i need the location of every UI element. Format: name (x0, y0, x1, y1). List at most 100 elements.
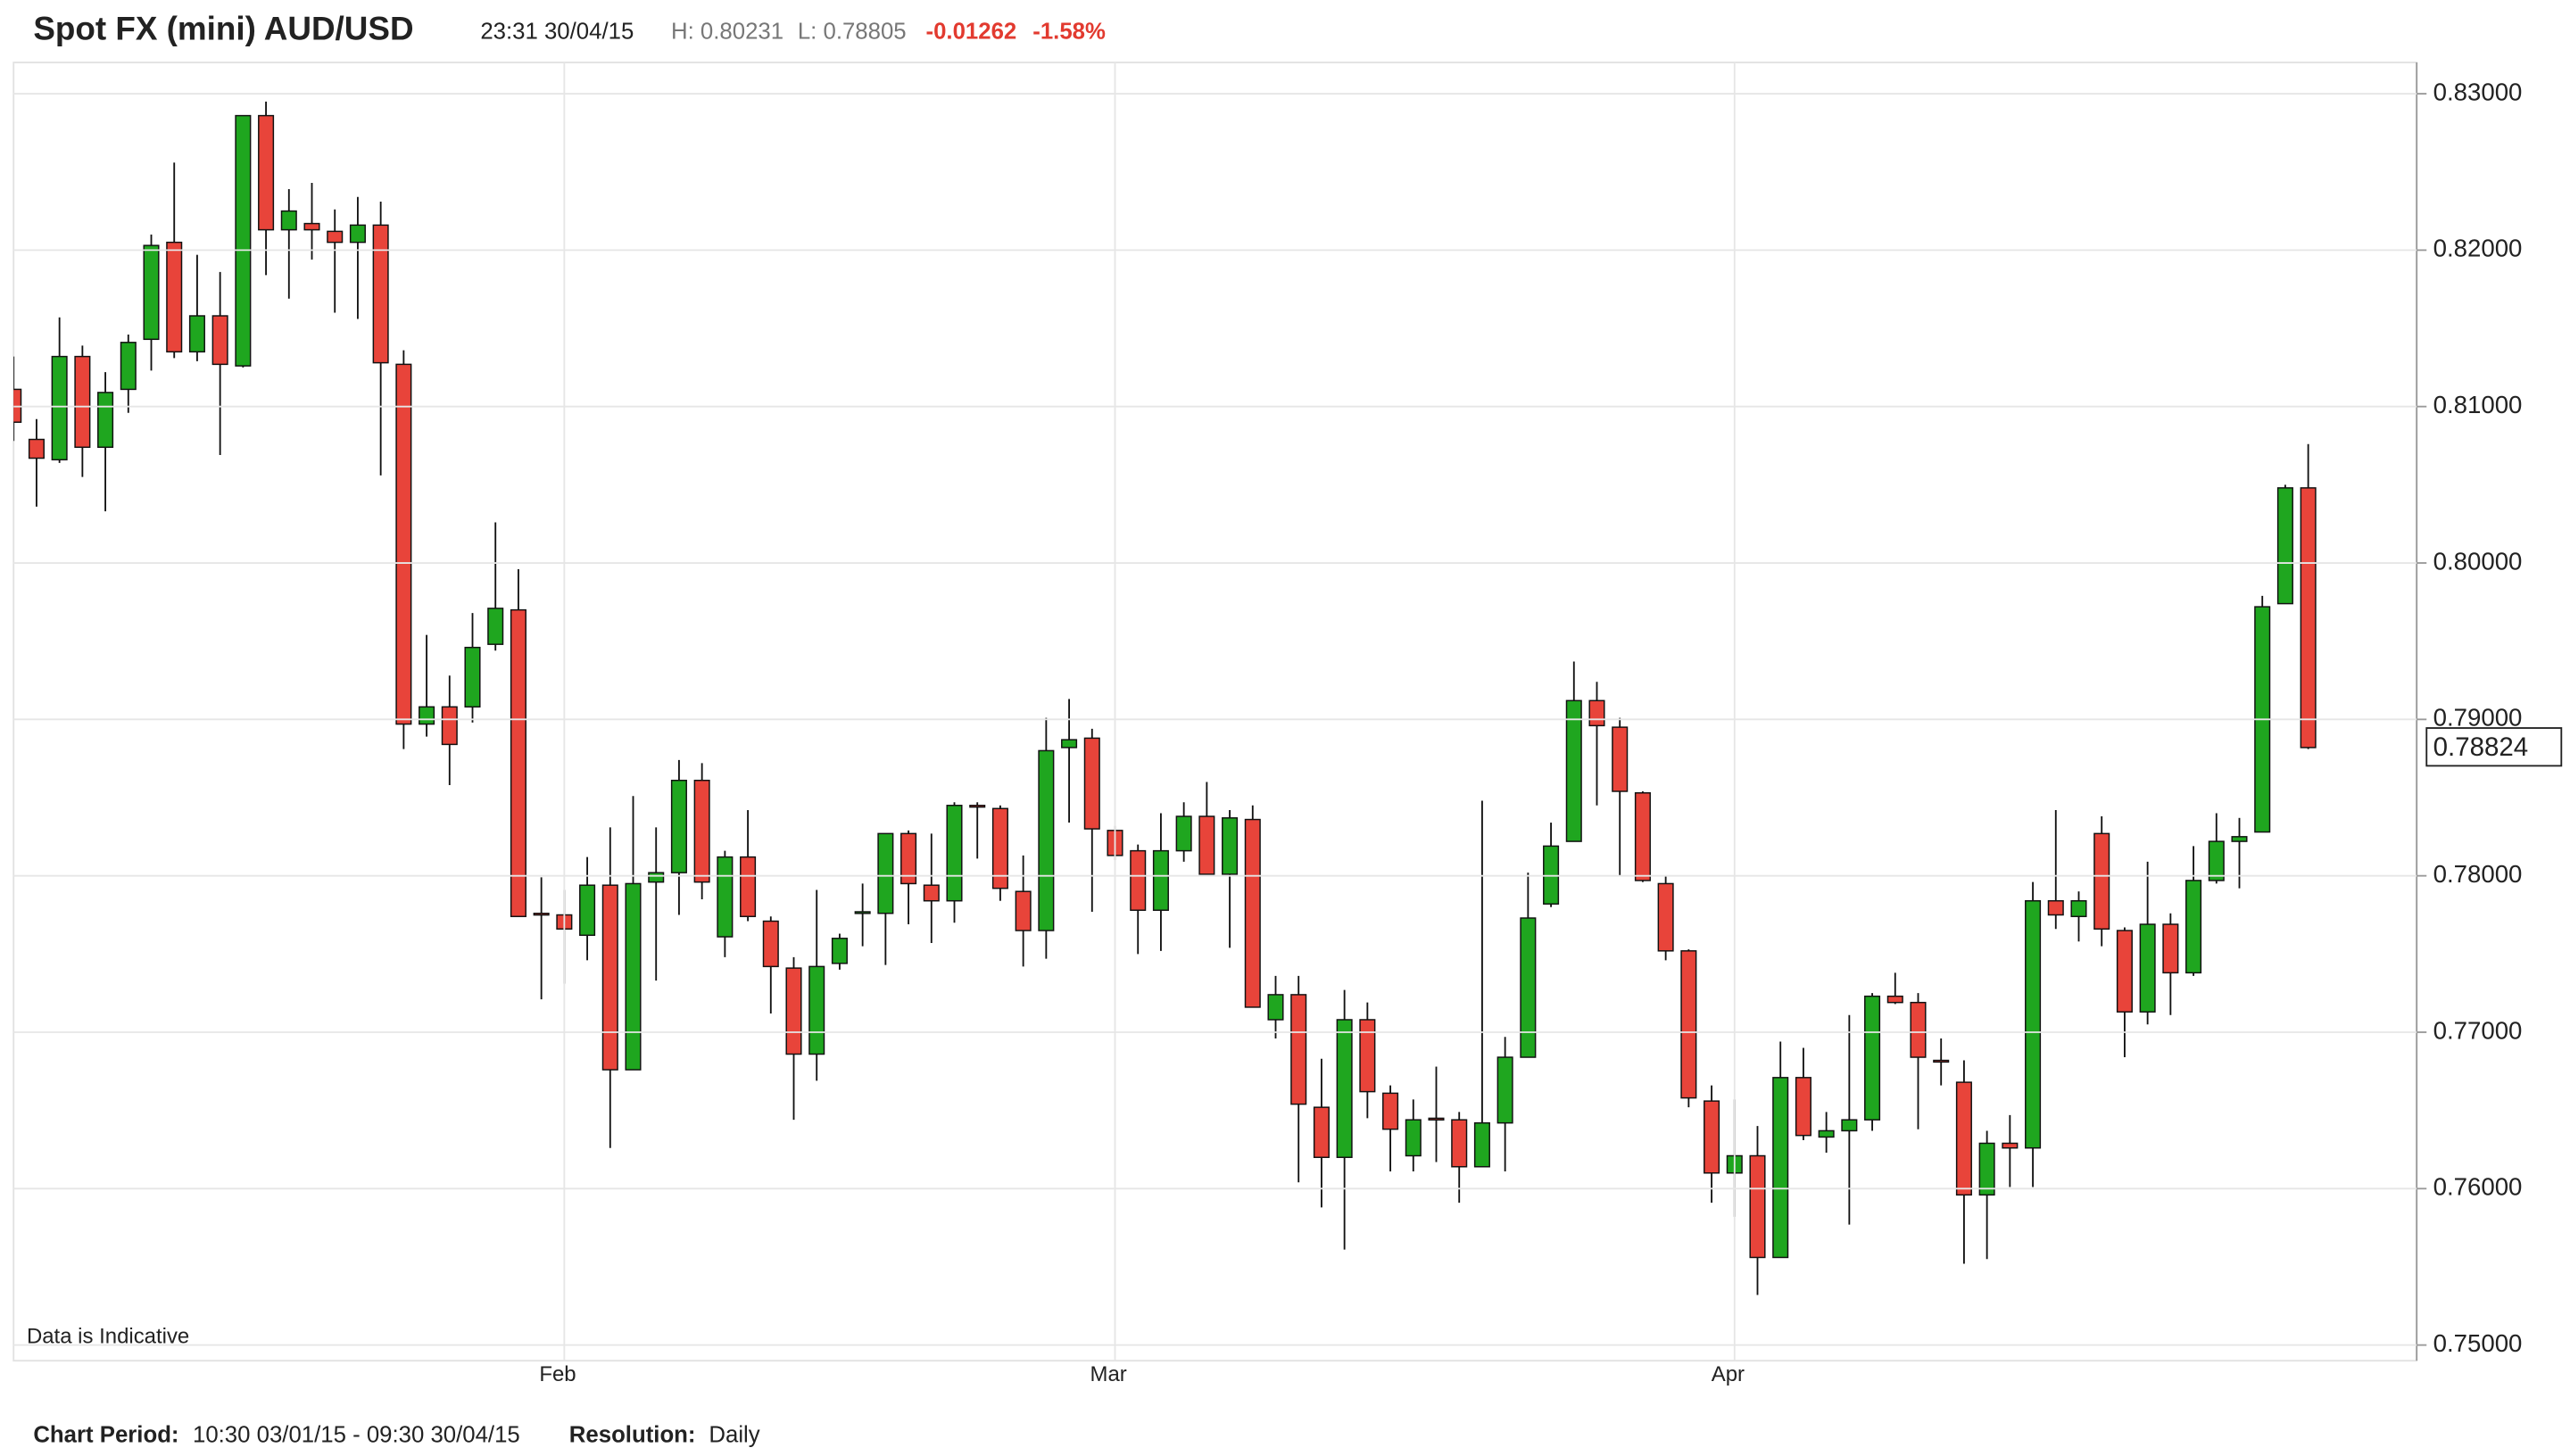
candle-body (2162, 923, 2179, 974)
candle-body (1657, 882, 1674, 952)
candle-body (648, 872, 665, 883)
candle-body (1382, 1092, 1399, 1130)
candle-body (327, 230, 344, 244)
candle-body (2070, 899, 2087, 917)
candle-body (2276, 487, 2293, 605)
candle-body (1772, 1077, 1789, 1259)
candle-body (1565, 699, 1582, 842)
candle-body (464, 646, 481, 708)
x-tick-label: Apr (1712, 1362, 1745, 1386)
candle-body (1933, 1059, 1950, 1063)
candle-body (717, 856, 734, 938)
candle-body (601, 884, 618, 1071)
candle-body (1152, 849, 1169, 911)
candle-body (1267, 994, 1284, 1021)
y-tick-label: 0.83000 (2433, 78, 2523, 105)
candle-body (877, 832, 894, 914)
candle-body (1818, 1129, 1835, 1138)
candle-body (1313, 1106, 1330, 1158)
candle-body (1473, 1121, 1490, 1168)
candle-body (2185, 880, 2202, 974)
candle-body (1405, 1119, 1422, 1157)
candle-body (1015, 890, 1032, 931)
candle-body (280, 210, 297, 231)
candle-body (1520, 917, 1537, 1058)
y-tick-label: 0.78000 (2433, 860, 2523, 888)
candle-body (579, 884, 596, 937)
header-low: L: 0.78805 (798, 20, 907, 45)
footer-period: 10:30 03/01/15 - 09:30 30/04/15 (193, 1423, 520, 1448)
y-tick-label: 0.79000 (2433, 704, 2523, 732)
candle-body (1451, 1119, 1468, 1168)
candle-body (1588, 699, 1605, 727)
candle-body (1428, 1117, 1445, 1121)
header-high: H: 0.80231 (671, 20, 783, 45)
candle-body (923, 884, 940, 902)
candle-body (303, 222, 320, 231)
candle-body (1955, 1081, 1972, 1196)
candle-body (2047, 899, 2064, 916)
x-tick-label: Mar (1090, 1362, 1127, 1386)
candle-body (1864, 995, 1881, 1121)
candle-body (625, 882, 642, 1071)
footer-period-label: Chart Period: (33, 1423, 178, 1448)
candle-body (1198, 815, 1215, 875)
candle-body (808, 965, 825, 1055)
candle-body (1749, 1154, 1766, 1259)
header-change: -0.01262 (926, 20, 1017, 45)
candle-body (762, 920, 779, 968)
candle-body (1336, 1019, 1353, 1158)
candle-body (693, 779, 710, 883)
candle-body (235, 114, 252, 367)
candle-body (1795, 1077, 1811, 1137)
candle-body (1130, 849, 1147, 911)
candle-body (533, 913, 550, 916)
candle-body (120, 342, 137, 391)
candle-body (1061, 739, 1078, 749)
candle-body (1978, 1142, 1995, 1196)
candle-body (51, 355, 68, 461)
candle-body (1612, 726, 1629, 792)
y-tick-label: 0.81000 (2433, 391, 2523, 418)
candle-body (487, 608, 504, 645)
candle-body (1290, 994, 1307, 1105)
candle-body (97, 392, 114, 449)
candle-body (349, 224, 366, 244)
header-change-pct: -1.58% (1032, 20, 1106, 45)
candle-body (2002, 1142, 2019, 1149)
candle-body (1910, 1001, 1927, 1058)
candle-body (969, 805, 986, 808)
y-tick-label: 0.75000 (2433, 1329, 2523, 1357)
last-price-label: 0.78824 (2433, 732, 2529, 762)
candle-body (2025, 899, 2042, 1149)
candle-body (670, 779, 687, 873)
candle-body (1496, 1056, 1513, 1124)
candle-body (441, 706, 458, 746)
candle-body (1634, 792, 1651, 881)
candle-body (372, 224, 389, 364)
candle-body (2116, 930, 2133, 1013)
chart-title: Spot FX (mini) AUD/USD (33, 11, 413, 47)
candle-body (1680, 950, 1697, 1099)
candle-body (395, 363, 412, 725)
candle-body (510, 608, 526, 917)
footer-resolution: Daily (709, 1423, 759, 1448)
candle-body (28, 438, 45, 459)
candle-body (2093, 832, 2110, 931)
candle-body (2208, 840, 2225, 881)
last-price-box (2425, 727, 2563, 767)
candle-body (2139, 923, 2156, 1013)
candle-body (991, 807, 1008, 889)
candle-body (143, 244, 160, 341)
candle-body (1704, 1100, 1720, 1174)
candle-body (1083, 737, 1100, 830)
y-tick-label: 0.76000 (2433, 1173, 2523, 1201)
candle-body (1038, 749, 1055, 931)
candle-body (419, 706, 435, 725)
candle-body (1222, 817, 1239, 875)
footer-resolution-label: Resolution: (569, 1423, 696, 1448)
candle-body (740, 856, 757, 917)
